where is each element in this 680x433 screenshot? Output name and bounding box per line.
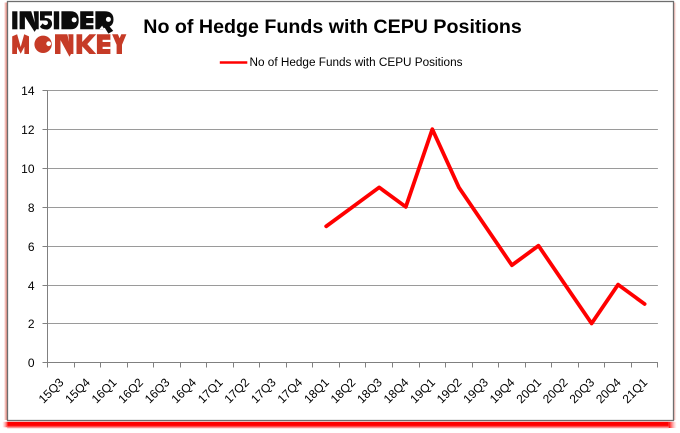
svg-text:6: 6 [28, 240, 35, 254]
svg-text:0: 0 [28, 356, 35, 370]
svg-text:12: 12 [21, 123, 35, 137]
svg-text:14: 14 [21, 84, 35, 98]
svg-text:8: 8 [28, 201, 35, 215]
svg-text:No of Hedge Funds with CEPU Po: No of Hedge Funds with CEPU Positions [143, 16, 522, 38]
svg-text:4: 4 [28, 279, 35, 293]
svg-text:2: 2 [28, 317, 35, 331]
svg-text:No of Hedge Funds with CEPU Po: No of Hedge Funds with CEPU Positions [250, 57, 463, 69]
svg-text:10: 10 [21, 162, 35, 176]
